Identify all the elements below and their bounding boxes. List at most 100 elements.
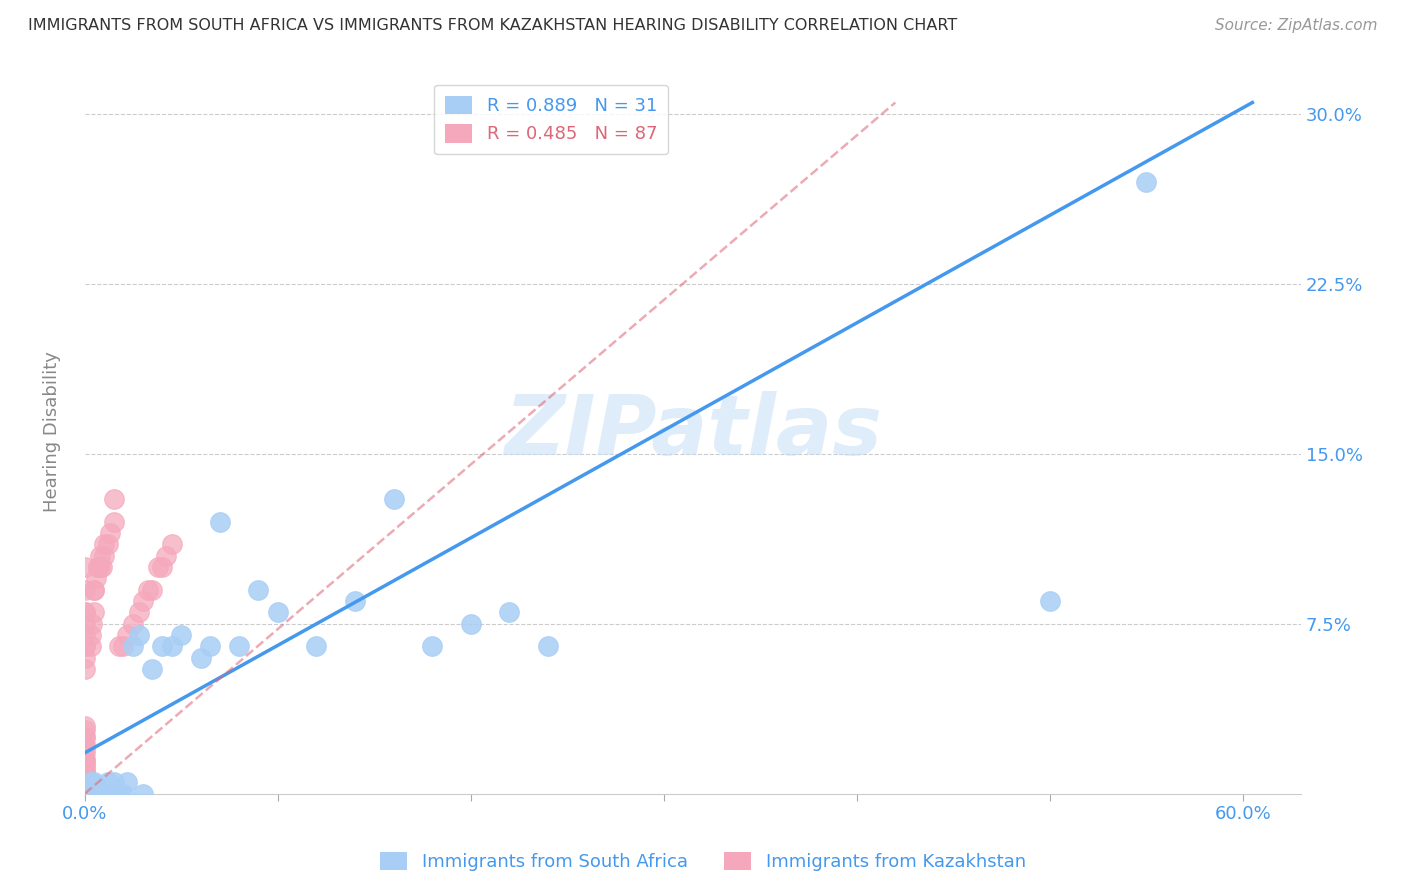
Point bbox=[73, 787, 96, 801]
Point bbox=[73, 628, 96, 642]
Point bbox=[73, 753, 96, 767]
Point bbox=[83, 582, 105, 597]
Point bbox=[73, 741, 96, 756]
Point bbox=[89, 549, 111, 563]
Point bbox=[103, 515, 125, 529]
Point bbox=[73, 787, 96, 801]
Point bbox=[73, 787, 96, 801]
Point bbox=[73, 730, 96, 744]
Point bbox=[73, 787, 96, 801]
Point bbox=[73, 764, 96, 778]
Point bbox=[89, 560, 111, 574]
Point bbox=[131, 787, 153, 801]
Point bbox=[160, 537, 183, 551]
Point bbox=[73, 753, 96, 767]
Point bbox=[103, 492, 125, 507]
Point bbox=[73, 719, 96, 733]
Point bbox=[1135, 175, 1157, 189]
Point bbox=[115, 775, 138, 789]
Point bbox=[537, 640, 560, 654]
Point bbox=[128, 606, 150, 620]
Point bbox=[73, 775, 96, 789]
Point bbox=[91, 560, 114, 574]
Point bbox=[73, 787, 96, 801]
Point bbox=[267, 606, 290, 620]
Point bbox=[305, 640, 328, 654]
Point bbox=[79, 640, 101, 654]
Point bbox=[73, 787, 96, 801]
Point bbox=[122, 616, 145, 631]
Point bbox=[343, 594, 366, 608]
Point bbox=[73, 787, 96, 801]
Point bbox=[73, 787, 96, 801]
Point bbox=[97, 537, 120, 551]
Point bbox=[73, 650, 96, 665]
Point bbox=[115, 628, 138, 642]
Point bbox=[208, 515, 231, 529]
Point bbox=[73, 759, 96, 773]
Point bbox=[131, 594, 153, 608]
Point bbox=[79, 775, 101, 789]
Point bbox=[73, 787, 96, 801]
Point bbox=[73, 787, 96, 801]
Point bbox=[83, 582, 105, 597]
Point bbox=[382, 492, 405, 507]
Point bbox=[73, 787, 96, 801]
Point bbox=[108, 787, 131, 801]
Point bbox=[73, 787, 96, 801]
Point bbox=[141, 662, 163, 676]
Point bbox=[112, 787, 135, 801]
Point bbox=[93, 549, 115, 563]
Y-axis label: Hearing Disability: Hearing Disability bbox=[44, 351, 60, 511]
Point bbox=[73, 787, 96, 801]
Point bbox=[108, 640, 131, 654]
Legend: R = 0.889   N = 31, R = 0.485   N = 87: R = 0.889 N = 31, R = 0.485 N = 87 bbox=[434, 85, 668, 154]
Point bbox=[87, 787, 110, 801]
Point bbox=[73, 768, 96, 782]
Point bbox=[83, 775, 105, 789]
Point bbox=[87, 560, 110, 574]
Point bbox=[83, 606, 105, 620]
Point bbox=[128, 628, 150, 642]
Point bbox=[73, 787, 96, 801]
Point bbox=[198, 640, 221, 654]
Point bbox=[73, 766, 96, 780]
Text: IMMIGRANTS FROM SOUTH AFRICA VS IMMIGRANTS FROM KAZAKHSTAN HEARING DISABILITY CO: IMMIGRANTS FROM SOUTH AFRICA VS IMMIGRAN… bbox=[28, 18, 957, 33]
Point bbox=[460, 616, 482, 631]
Point bbox=[73, 757, 96, 772]
Point bbox=[190, 650, 212, 665]
Point bbox=[73, 778, 96, 792]
Point bbox=[73, 787, 96, 801]
Point bbox=[73, 560, 96, 574]
Point bbox=[93, 787, 115, 801]
Point bbox=[73, 780, 96, 794]
Point bbox=[150, 640, 173, 654]
Point bbox=[498, 606, 520, 620]
Point bbox=[73, 723, 96, 738]
Point bbox=[73, 787, 96, 801]
Point bbox=[98, 526, 121, 541]
Point bbox=[138, 582, 160, 597]
Point bbox=[73, 582, 96, 597]
Text: ZIPatlas: ZIPatlas bbox=[503, 391, 882, 472]
Point bbox=[82, 616, 104, 631]
Point bbox=[160, 640, 183, 654]
Point bbox=[73, 737, 96, 751]
Point bbox=[228, 640, 250, 654]
Point bbox=[73, 780, 96, 794]
Point bbox=[87, 560, 110, 574]
Point bbox=[103, 775, 125, 789]
Point bbox=[73, 662, 96, 676]
Point bbox=[73, 787, 96, 801]
Point bbox=[73, 787, 96, 801]
Point bbox=[141, 582, 163, 597]
Point bbox=[73, 746, 96, 760]
Point bbox=[73, 764, 96, 778]
Point bbox=[73, 771, 96, 785]
Point bbox=[247, 582, 270, 597]
Point bbox=[73, 606, 96, 620]
Point bbox=[73, 787, 96, 801]
Point bbox=[73, 616, 96, 631]
Point bbox=[79, 628, 101, 642]
Point bbox=[73, 606, 96, 620]
